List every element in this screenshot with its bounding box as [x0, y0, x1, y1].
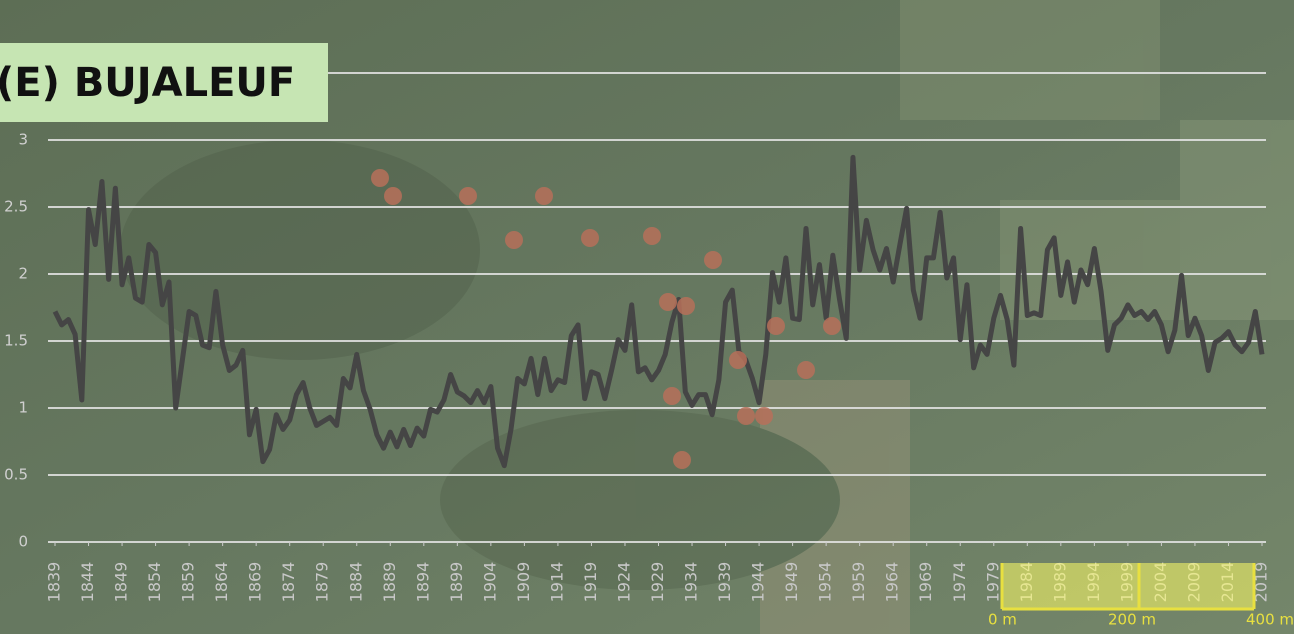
x-tick-label: 1869 [246, 562, 265, 603]
x-tick-label: 1889 [380, 562, 399, 603]
x-tick-label: 1909 [514, 562, 533, 603]
x-tick-label: 1874 [279, 562, 298, 603]
x-tick-label: 1959 [849, 562, 868, 603]
y-tick-label: 3 [18, 131, 28, 149]
data-line [52, 154, 1265, 469]
x-tick-label: 1979 [983, 562, 1002, 603]
x-tick-label: 1839 [45, 562, 64, 603]
x-tick-label: 1879 [313, 562, 332, 603]
x-tick-label: 1969 [916, 562, 935, 603]
y-tick-label: 0.5 [4, 466, 28, 484]
x-tick-label: 1864 [212, 562, 231, 603]
title-box [0, 43, 328, 122]
x-tick-label: 1944 [749, 562, 768, 603]
chart-title: (E) BUJALEUF [0, 60, 295, 106]
x-tick-label: 1904 [480, 562, 499, 603]
scale-label: 0 m [988, 611, 1017, 629]
x-tick-label: 1929 [648, 562, 667, 603]
acorn-icons [371, 169, 841, 469]
x-tick-label: 1884 [346, 562, 365, 603]
x-tick-label: 1919 [581, 562, 600, 603]
x-tick-label: 2019 [1252, 562, 1271, 603]
x-tick-label: 1849 [112, 562, 131, 603]
x-tick-label: 1854 [145, 562, 164, 603]
x-tick-label: 1844 [78, 562, 97, 603]
scale-bar: 0 m 200 m 400 m [988, 563, 1294, 629]
scale-label: 200 m [1108, 611, 1156, 629]
y-tick-label: 2.5 [4, 198, 28, 216]
x-tick-label: 1939 [715, 562, 734, 603]
x-tick-label: 1859 [179, 562, 198, 603]
x-tick-label: 1974 [950, 562, 969, 603]
y-tick-label: 1.5 [4, 332, 28, 350]
x-tick-label: 1924 [614, 562, 633, 603]
x-tick-label: 1899 [447, 562, 466, 603]
y-tick-label: 2 [18, 265, 28, 283]
x-tick-label: 1949 [782, 562, 801, 603]
x-tick-label: 1954 [816, 562, 835, 603]
x-tick-label: 1914 [547, 562, 566, 603]
x-tick-label: 1964 [883, 562, 902, 603]
y-tick-label: 0 [18, 533, 28, 551]
y-tick-label: 1 [18, 399, 28, 417]
scale-label: 400 m [1246, 611, 1294, 629]
x-tick-label: 1934 [682, 562, 701, 603]
x-tick-label: 1894 [413, 562, 432, 603]
